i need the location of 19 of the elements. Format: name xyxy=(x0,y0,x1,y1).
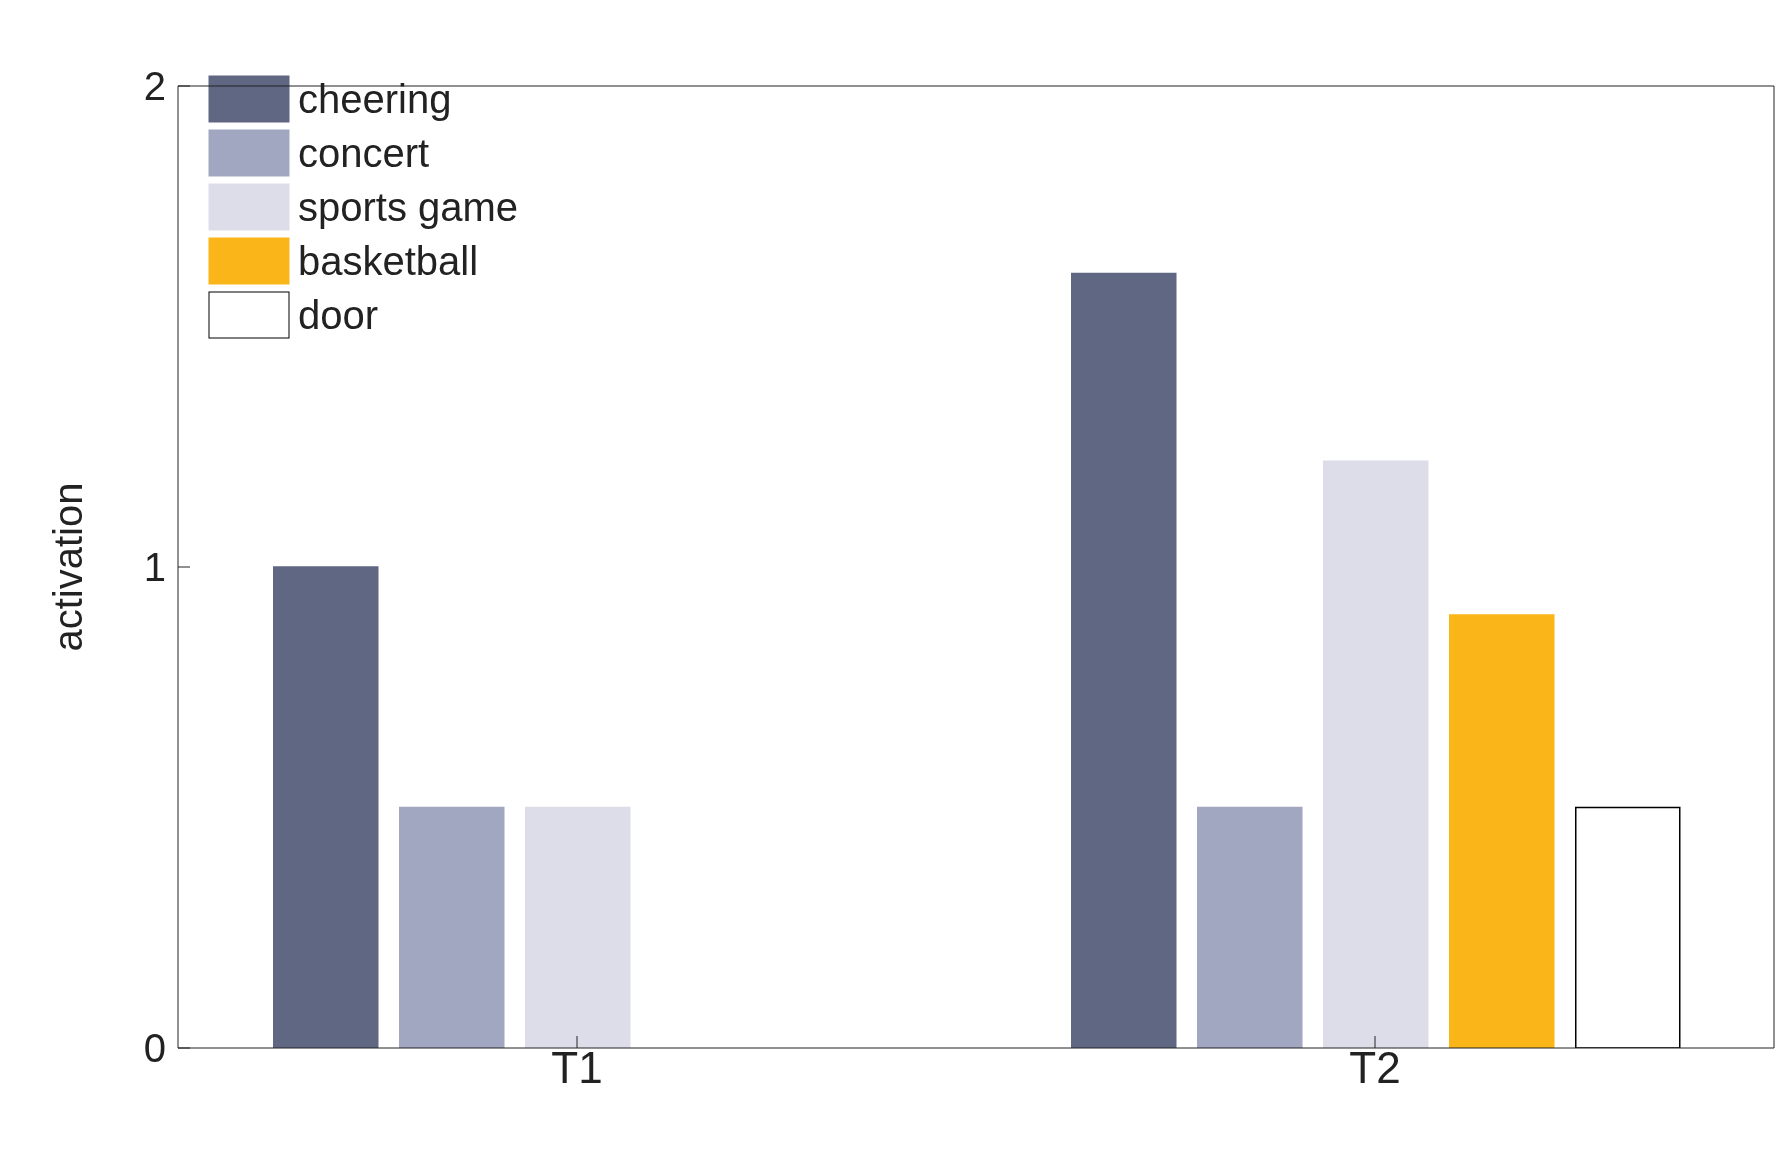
y-tick-label: 2 xyxy=(143,64,166,109)
bar xyxy=(273,566,379,1048)
bar xyxy=(1197,806,1303,1048)
bar xyxy=(1071,272,1177,1048)
bar xyxy=(1575,806,1681,1048)
bar xyxy=(1449,614,1555,1048)
legend-label: concert xyxy=(298,130,430,176)
x-tick-label: T2 xyxy=(1349,1043,1401,1093)
y-tick-label: 1 xyxy=(143,545,166,590)
bar xyxy=(525,806,631,1048)
legend-label: cheering xyxy=(298,76,452,122)
legend-label: basketball xyxy=(298,238,479,284)
y-axis-title: activation xyxy=(46,482,91,652)
legend-label: door xyxy=(298,292,379,338)
legend-label: sports game xyxy=(298,184,519,230)
bar xyxy=(399,806,505,1048)
bar xyxy=(1323,460,1429,1048)
y-tick-label: 0 xyxy=(143,1026,166,1071)
x-tick-label: T1 xyxy=(551,1043,603,1093)
